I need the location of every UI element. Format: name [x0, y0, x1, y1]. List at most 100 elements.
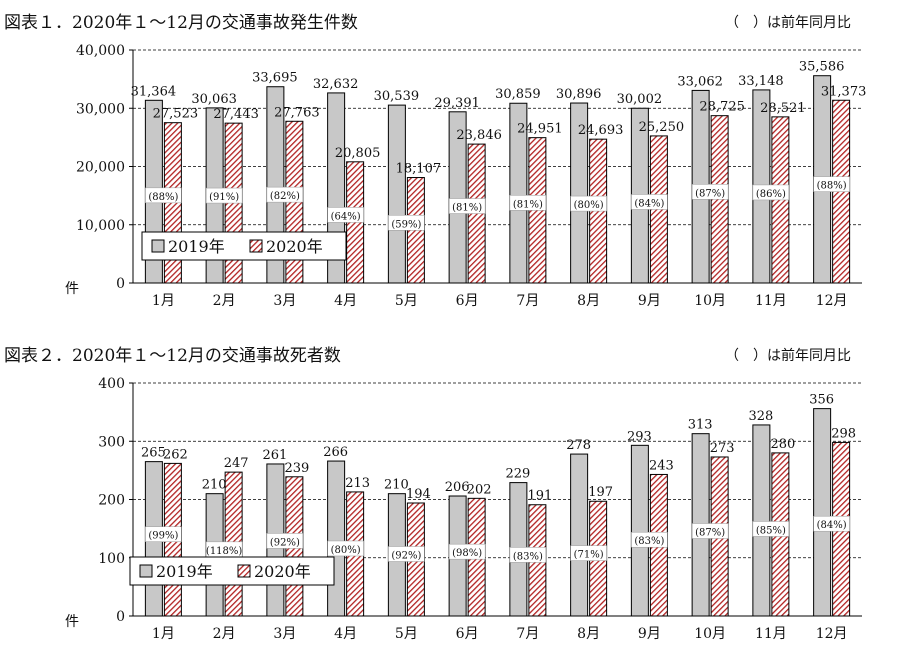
category-label: 7月: [516, 626, 539, 642]
legend-label-2020: 2020年: [254, 562, 311, 581]
data-label-2019: 261: [262, 448, 287, 463]
ratio-label-box: [752, 521, 790, 537]
category-label: 2月: [213, 626, 236, 642]
category-label: 5月: [395, 626, 418, 642]
chart-1-plot: 0 10,000 20,000 30,000 40,000 件 31,364 27,523 (8…: [65, 43, 867, 309]
data-label-2020: 247: [224, 456, 249, 471]
legend: [129, 556, 335, 586]
ratio-label-box: [327, 207, 364, 223]
ratio-label: (80%): [331, 545, 361, 556]
data-label-2019: 210: [384, 478, 409, 493]
category-label: 3月: [273, 626, 296, 642]
legend-label-2019: 2019年: [168, 237, 225, 256]
ratio-label-box: [631, 531, 668, 548]
data-label-2020: 202: [467, 482, 492, 497]
data-label-2019: 206: [445, 480, 470, 495]
data-label-2020: 191: [527, 489, 552, 504]
ratio-label: (64%): [331, 211, 361, 222]
data-label-2019: 30,002: [617, 92, 663, 107]
data-label-2020: 273: [710, 441, 735, 456]
data-label-2020: 194: [406, 487, 431, 502]
category-label: 11月: [755, 626, 787, 642]
ratio-label: (81%): [452, 203, 482, 214]
ratio-label-box: [145, 187, 182, 204]
ratio-label-box: [570, 545, 607, 561]
data-label-2019: 229: [505, 467, 530, 482]
ratio-label-box: [631, 194, 668, 210]
category-label: 7月: [516, 293, 539, 309]
unit-label: 件: [65, 281, 79, 297]
chart-1-note: （ ）は前年同月比: [725, 15, 851, 31]
ratio-label-box: [205, 187, 243, 204]
category-label: 4月: [334, 626, 357, 642]
bar-2019: [387, 104, 406, 284]
bar-2019: [327, 460, 346, 617]
data-label-2020: 262: [163, 447, 188, 462]
data-label-2019: 33,695: [252, 71, 298, 86]
ratio-label: (88%): [817, 181, 847, 192]
data-label-2020: 298: [831, 426, 856, 441]
legend: [141, 231, 347, 261]
data-label-2019: 33,148: [738, 74, 784, 89]
y-tick-label: 40,000: [76, 43, 125, 59]
category-label: 4月: [334, 293, 357, 309]
data-label-2019: 30,063: [191, 92, 237, 107]
ratio-label-box: [266, 533, 304, 549]
data-label-2020: 31,373: [821, 84, 867, 99]
y-tick-label: 0: [116, 276, 125, 292]
data-label-2020: 280: [770, 437, 795, 452]
ratio-label: (91%): [209, 192, 239, 203]
category-label: 10月: [694, 293, 726, 309]
ratio-label-box: [388, 546, 425, 562]
ratio-label-box: [509, 195, 547, 211]
data-label-2020: 197: [588, 485, 613, 500]
unit-label: 件: [65, 614, 79, 630]
data-label-2019: 265: [141, 446, 166, 461]
data-label-2020: 239: [284, 461, 309, 476]
ratio-label-box: [388, 215, 425, 231]
data-label-2020: 27,523: [153, 107, 199, 122]
y-tick-label: 0: [116, 609, 125, 625]
ratio-label: (71%): [574, 550, 604, 561]
category-label: 1月: [152, 293, 175, 309]
chart-2-note: （ ）は前年同月比: [725, 348, 851, 364]
chart-2: 0 100 200 300 400 件 265 262 (99%) 1月 210 247 (118%) 2…: [0, 333, 899, 653]
data-label-2019: 35,586: [799, 60, 845, 75]
ratio-label: (84%): [634, 198, 664, 209]
category-label: 11月: [755, 293, 787, 309]
bar-2019: [448, 111, 467, 284]
ratio-label: (87%): [695, 527, 725, 538]
data-label-2020: 243: [649, 458, 674, 473]
data-label-2020: 18,107: [396, 162, 442, 177]
category-label: 10月: [694, 626, 726, 642]
data-label-2020: 27,443: [213, 107, 259, 122]
ratio-label-box: [448, 198, 486, 214]
category-label: 1月: [152, 626, 175, 642]
legend-swatch-2019: [151, 239, 165, 253]
ratio-label: (86%): [756, 189, 786, 200]
data-label-2019: 29,391: [434, 96, 480, 111]
category-label: 12月: [816, 293, 848, 309]
y-tick-label: 10,000: [76, 218, 125, 234]
ratio-label: (81%): [513, 199, 543, 210]
legend-swatch-2020: [249, 239, 263, 253]
data-label-2019: 32,632: [313, 77, 359, 92]
ratio-label-box: [813, 515, 850, 532]
category-label: 9月: [638, 626, 661, 642]
legend-swatch-2019: [139, 564, 153, 578]
data-label-2020: 24,951: [517, 122, 563, 137]
data-label-2019: 313: [688, 418, 713, 433]
category-label: 5月: [395, 293, 418, 309]
chart-1-title: 図表１．2020年１～12月の交通事故発生件数: [4, 13, 358, 33]
data-label-2019: 266: [323, 445, 348, 460]
ratio-label: (80%): [574, 200, 604, 211]
data-label-2019: 356: [809, 393, 834, 408]
bar-2019: [570, 453, 589, 617]
chart-1: 0 10,000 20,000 30,000 40,000 件 31,364 27,523 (8…: [0, 0, 899, 320]
y-tick-label: 30,000: [76, 101, 125, 117]
data-label-2019: 210: [202, 478, 227, 493]
data-label-2019: 31,364: [131, 84, 177, 99]
ratio-label-box: [266, 186, 304, 203]
data-label-2020: 27,763: [274, 105, 320, 120]
